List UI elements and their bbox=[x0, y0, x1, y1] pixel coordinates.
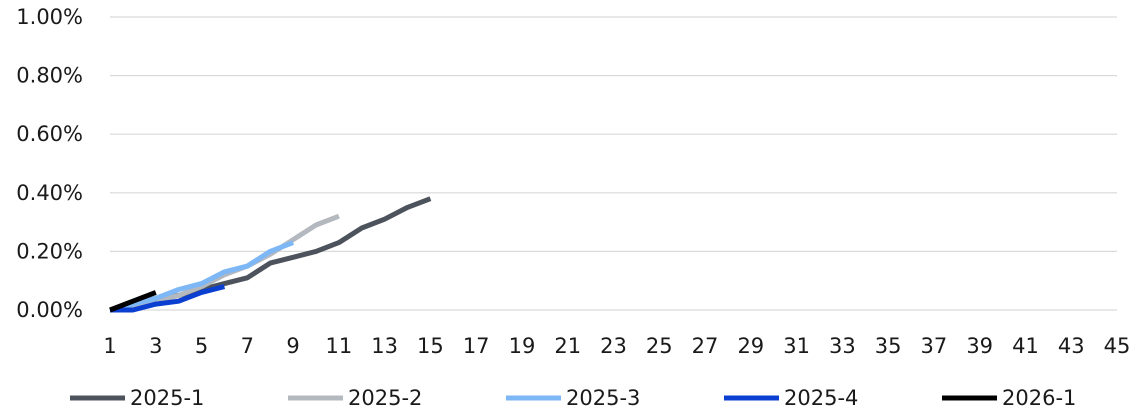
legend: 2025-1 2025-2 2025-3 2025-4 2026-1 bbox=[70, 386, 1076, 410]
legend-label: 2025-1 bbox=[130, 386, 204, 410]
x-tick-label: 23 bbox=[600, 334, 627, 358]
x-tick-label: 21 bbox=[554, 334, 581, 358]
x-tick-label: 45 bbox=[1104, 334, 1131, 358]
y-tick-label: 0.20% bbox=[16, 239, 83, 263]
series-line-2025-2 bbox=[109, 213, 340, 313]
legend-label: 2025-2 bbox=[348, 386, 422, 410]
x-tick-label: 33 bbox=[829, 334, 856, 358]
y-tick-label: 1.00% bbox=[16, 5, 83, 29]
x-tick-label: 43 bbox=[1058, 334, 1085, 358]
x-axis-tick-labels: 1 3 5 7 9 11 13 15 17 19 21 23 25 27 29 31 33 35 37 39 41 43 4… bbox=[103, 334, 1130, 358]
x-tick-label: 19 bbox=[509, 334, 536, 358]
x-tick-label: 3 bbox=[149, 334, 162, 358]
x-tick-label: 31 bbox=[783, 334, 810, 358]
x-tick-label: 37 bbox=[921, 334, 948, 358]
series-lines bbox=[109, 196, 432, 313]
x-tick-label: 9 bbox=[286, 334, 299, 358]
legend-label: 2025-4 bbox=[784, 386, 858, 410]
x-tick-label: 29 bbox=[737, 334, 764, 358]
legend-label: 2026-1 bbox=[1002, 386, 1076, 410]
series-line-2025-4 bbox=[110, 284, 226, 313]
y-tick-label: 0.00% bbox=[16, 298, 83, 322]
x-tick-label: 41 bbox=[1012, 334, 1039, 358]
x-tick-label: 39 bbox=[966, 334, 993, 358]
y-tick-label: 0.80% bbox=[16, 64, 83, 88]
x-tick-label: 11 bbox=[325, 334, 352, 358]
x-tick-label: 1 bbox=[103, 334, 116, 358]
x-tick-label: 27 bbox=[692, 334, 719, 358]
legend-label: 2025-3 bbox=[566, 386, 640, 410]
x-tick-label: 17 bbox=[463, 334, 490, 358]
x-tick-label: 13 bbox=[371, 334, 398, 358]
y-axis-tick-labels: 0.00% 0.20% 0.40% 0.60% 0.80% 1.00% bbox=[16, 5, 83, 322]
series-line-2026-1 bbox=[109, 290, 157, 313]
y-tick-label: 0.40% bbox=[16, 181, 83, 205]
x-tick-label: 25 bbox=[646, 334, 673, 358]
x-tick-label: 15 bbox=[417, 334, 444, 358]
x-tick-label: 35 bbox=[875, 334, 902, 358]
x-tick-label: 5 bbox=[195, 334, 208, 358]
series-line-2025-3 bbox=[109, 240, 294, 313]
x-tick-label: 7 bbox=[241, 334, 254, 358]
y-tick-label: 0.60% bbox=[16, 122, 83, 146]
